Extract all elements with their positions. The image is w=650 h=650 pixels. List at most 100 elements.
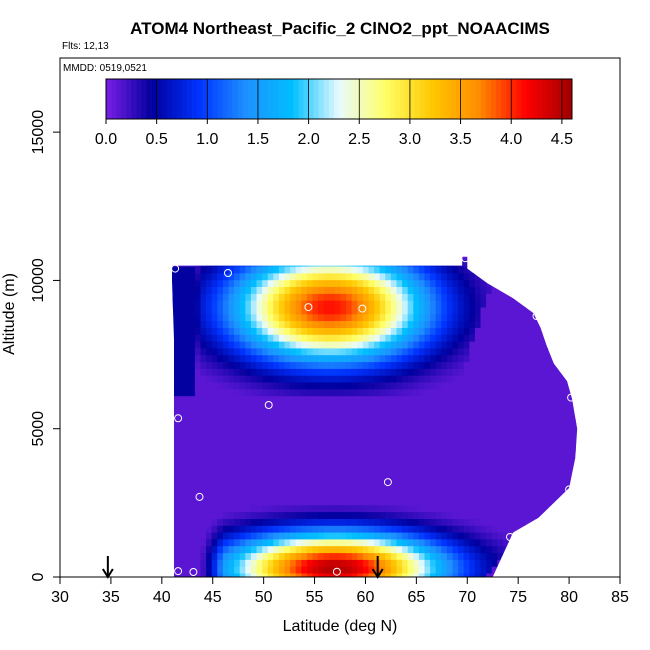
heatmap-cell [256, 300, 263, 308]
heatmap-cell [570, 416, 577, 424]
heatmap-cell [217, 477, 224, 485]
heatmap-cell [262, 327, 269, 335]
heatmap-cell [312, 368, 319, 376]
heatmap-cell [486, 545, 493, 554]
heatmap-cell [519, 443, 526, 451]
heatmap-cell [290, 429, 297, 438]
heatmap-cell [228, 286, 235, 294]
heatmap-cell [334, 545, 341, 554]
heatmap-cell [418, 286, 425, 294]
heatmap-cell [329, 256, 336, 260]
heatmap-cell [508, 273, 515, 281]
heatmap-cell [178, 286, 185, 294]
heatmap-cell [418, 429, 425, 438]
heatmap-cell [250, 382, 257, 390]
heatmap-cell [446, 341, 453, 349]
heatmap-cell [441, 573, 448, 577]
heatmap-cell [508, 361, 515, 369]
heatmap-cell [480, 300, 487, 308]
heatmap-cell [357, 552, 364, 560]
heatmap-cell [474, 368, 481, 376]
heatmap-cell [234, 327, 241, 335]
heatmap-cell [351, 545, 358, 554]
heatmap-cell [284, 518, 291, 526]
heatmap-cell [239, 504, 246, 513]
heatmap-cell [329, 409, 336, 417]
heatmap-cell [564, 477, 571, 485]
heatmap-cell [379, 402, 386, 410]
heatmap-cell [329, 334, 336, 342]
heatmap-cell [446, 450, 453, 458]
heatmap-cell [542, 484, 549, 492]
heatmap-cell [262, 457, 269, 465]
heatmap-cell [228, 334, 235, 342]
heatmap-cell [469, 368, 476, 376]
heatmap-cell [558, 273, 565, 281]
heatmap-cell [453, 246, 459, 253]
heatmap-cell [452, 504, 459, 513]
heatmap-cell [463, 464, 470, 472]
heatmap-cell [172, 320, 173, 328]
heatmap-cell [502, 341, 509, 349]
heatmap-cell [374, 464, 381, 472]
heatmap-cell [463, 361, 470, 369]
heatmap-cell [558, 286, 565, 294]
heatmap-cell [435, 286, 442, 294]
heatmap-cell [222, 539, 229, 547]
heatmap-cell [374, 525, 381, 533]
heatmap-cell [351, 491, 358, 499]
heatmap-cell [222, 491, 229, 499]
heatmap-cell [396, 307, 403, 315]
heatmap-cell [463, 470, 470, 478]
heatmap-cell [329, 246, 335, 253]
heatmap-cell [379, 389, 386, 397]
heatmap-cell [278, 300, 285, 308]
heatmap-cell [183, 436, 190, 444]
heatmap-cell [530, 395, 537, 403]
heatmap-cell [318, 307, 325, 315]
heatmap-cell [183, 545, 190, 554]
heatmap-cell [469, 348, 476, 356]
heatmap-cell [581, 546, 587, 553]
heatmap-cell [178, 464, 185, 472]
heatmap-cell [508, 429, 515, 438]
heatmap-cell [418, 368, 425, 376]
heatmap-cell [508, 259, 515, 267]
heatmap-cell [413, 402, 420, 410]
heatmap-cell [564, 470, 571, 478]
heatmap-cell [435, 259, 442, 267]
heatmap-cell [396, 436, 403, 444]
heatmap-cell [256, 429, 263, 438]
heatmap-cell [519, 279, 526, 287]
heatmap-cell [570, 409, 577, 417]
heatmap-cell [340, 395, 347, 403]
heatmap-cell [519, 457, 526, 465]
heatmap-cell [413, 573, 420, 577]
heatmap-cell [396, 450, 403, 458]
heatmap-cell [234, 273, 241, 281]
heatmap-cell [357, 498, 364, 506]
heatmap-cell [178, 368, 185, 376]
heatmap-cell [323, 320, 330, 328]
heatmap-cell [351, 368, 358, 376]
heatmap-cell [200, 327, 207, 335]
heatmap-cell [329, 532, 336, 540]
heatmap-cell [542, 279, 549, 287]
heatmap-cell [547, 443, 554, 451]
heatmap-cell [262, 246, 268, 253]
heatmap-cell [273, 327, 280, 335]
y-tick-label: 15000 [30, 110, 47, 155]
heatmap-cell [267, 307, 274, 315]
heatmap-cell [564, 368, 571, 376]
heatmap-cell [178, 320, 185, 328]
heatmap-cell [194, 361, 201, 369]
heatmap-cell [514, 327, 521, 335]
heatmap-cell [295, 266, 302, 274]
heatmap-cell [267, 498, 274, 506]
heatmap-cell [278, 443, 285, 451]
heatmap-cell [301, 395, 308, 403]
heatmap-cell [250, 539, 257, 547]
heatmap-cell [407, 354, 414, 363]
heatmap-cell [312, 566, 319, 574]
heatmap-cell [368, 307, 375, 315]
